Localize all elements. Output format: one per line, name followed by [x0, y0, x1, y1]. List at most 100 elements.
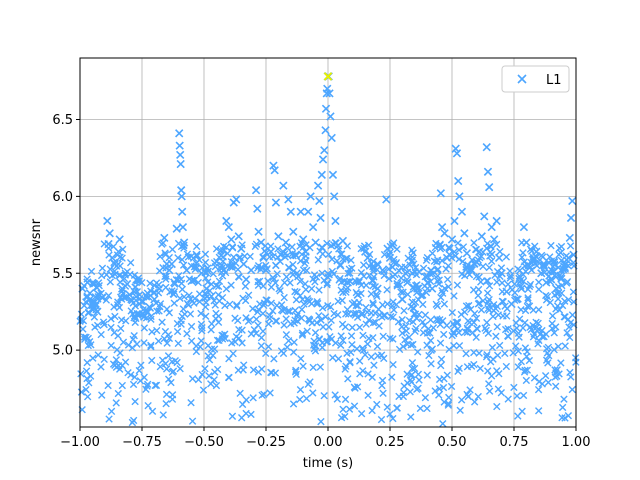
scatter-point-fill — [137, 361, 145, 369]
scatter-point-fill — [409, 249, 417, 257]
scatter-point-fill — [390, 306, 398, 314]
scatter-point — [217, 264, 226, 273]
scatter-point-fill — [186, 310, 195, 318]
scatter-point-fill — [334, 355, 343, 363]
scatter-point-fill — [450, 292, 458, 300]
scatter-point-fill — [274, 245, 282, 253]
scatter-point — [556, 266, 566, 275]
y-axis-label: newsnr — [29, 218, 44, 266]
scatter-point-fill — [158, 318, 166, 326]
scatter-point-fill — [254, 305, 263, 314]
scatter-point-fill — [83, 393, 92, 401]
x-tick-label: −0.75 — [122, 435, 162, 450]
scatter-point-fill — [162, 390, 171, 399]
scatter-point — [176, 150, 185, 160]
scatter-point-fill — [162, 400, 170, 408]
scatter-point-fill — [119, 245, 127, 253]
scatter-point — [522, 238, 531, 247]
scatter-point-fill — [526, 245, 535, 253]
scatter-point-fill — [521, 344, 530, 352]
scatter-point-fill — [183, 299, 192, 308]
scatter-point — [88, 299, 97, 309]
scatter-point-fill — [431, 387, 439, 395]
scatter-point-fill — [393, 404, 401, 412]
scatter-point-fill — [198, 324, 206, 332]
scatter-point-fill — [119, 338, 128, 346]
scatter-point-fill — [131, 397, 139, 406]
scatter-point-fill — [473, 325, 481, 333]
scatter-point-fill — [407, 413, 415, 421]
scatter-point-fill — [535, 285, 543, 294]
scatter-point-fill — [373, 400, 381, 409]
scatter-point-fill — [226, 300, 234, 308]
scatter-point-fill — [323, 281, 331, 289]
scatter-point-fill — [445, 345, 453, 354]
scatter-point — [336, 261, 345, 270]
scatter-point — [165, 266, 174, 275]
scatter-point — [192, 250, 201, 259]
scatter-point-fill — [87, 341, 95, 349]
scatter-point — [447, 235, 457, 244]
scatter-point-fill — [318, 250, 327, 258]
scatter-point-fill — [408, 364, 416, 373]
scatter-point-fill — [564, 315, 572, 324]
scatter-point-fill — [496, 247, 504, 256]
scatter-point — [122, 279, 132, 289]
highlight-point — [323, 72, 333, 81]
scatter-point-fill — [234, 272, 243, 281]
scatter-point — [176, 159, 185, 169]
scatter-point-fill — [196, 343, 204, 351]
scatter-point-fill — [487, 257, 496, 265]
scatter-point-fill — [522, 352, 531, 361]
scatter-point — [224, 222, 233, 232]
scatter-point-fill — [99, 318, 108, 326]
scatter-point-fill — [331, 391, 339, 399]
scatter-point-fill — [406, 261, 414, 269]
scatter-point-fill — [228, 243, 237, 251]
x-axis-ticks: −1.00 −0.75 −0.50 −0.25 0.00 0.25 0.50 0.75 1.00 — [60, 427, 590, 450]
scatter-point-fill — [168, 357, 176, 366]
scatter-point-fill — [524, 285, 532, 294]
scatter-point-fill — [299, 266, 308, 274]
scatter-point-fill — [114, 298, 122, 306]
scatter-point-fill — [195, 297, 204, 306]
scatter-point-fill — [509, 349, 517, 357]
scatter-point-fill — [201, 303, 210, 311]
scatter-point-fill — [131, 373, 139, 381]
scatter-point-fill — [280, 321, 288, 329]
scatter-point-fill — [538, 380, 546, 388]
scatter-point — [440, 229, 449, 238]
scatter-point-fill — [378, 301, 387, 309]
scatter-point-fill — [375, 322, 383, 330]
scatter-point-fill — [188, 375, 197, 383]
scatter-point — [551, 284, 561, 293]
scatter-point-fill — [244, 291, 253, 299]
scatter-point-fill — [248, 304, 257, 313]
scatter-point-fill — [153, 307, 161, 315]
scatter-point-fill — [416, 404, 425, 413]
scatter-point — [98, 293, 107, 303]
scatter-point-fill — [250, 326, 259, 334]
scatter-point-fill — [228, 339, 236, 347]
scatter-point-fill — [148, 407, 157, 415]
scatter-point — [432, 266, 442, 275]
scatter-point — [487, 222, 496, 232]
scatter-point-fill — [267, 369, 276, 377]
scatter-point-fill — [557, 359, 565, 367]
scatter-point-fill — [359, 261, 368, 269]
scatter-point-fill — [421, 273, 429, 281]
scatter-point-fill — [515, 272, 524, 280]
scatter-point-fill — [463, 325, 472, 334]
scatter-point-fill — [140, 339, 148, 347]
scatter-point-fill — [254, 368, 263, 376]
scatter-point-fill — [127, 371, 135, 379]
scatter-point-fill — [88, 301, 97, 310]
scatter-point-fill — [169, 367, 178, 375]
scatter-point-fill — [168, 287, 176, 295]
scatter-point-fill — [164, 375, 173, 383]
scatter-point-fill — [444, 399, 453, 408]
scatter-point-fill — [439, 419, 447, 428]
scatter-point — [105, 229, 114, 238]
dense-point-cloud — [76, 239, 580, 428]
scatter-point-fill — [448, 308, 457, 317]
